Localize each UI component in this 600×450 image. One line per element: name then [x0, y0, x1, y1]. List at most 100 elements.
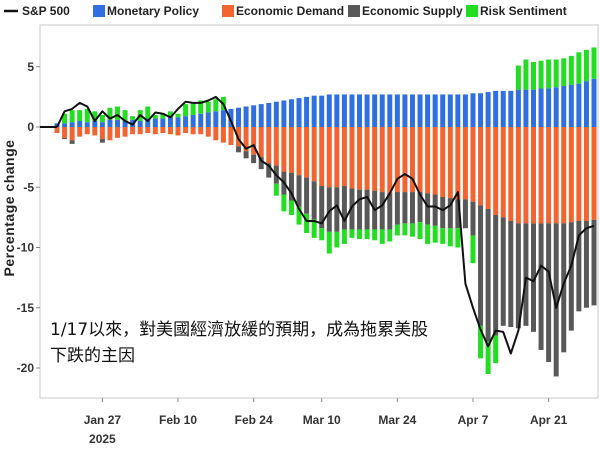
supply-bar: [334, 187, 340, 232]
demand-bar: [62, 127, 68, 138]
risk-bar: [379, 229, 385, 244]
monetary-bar: [546, 88, 552, 127]
supply-bar: [296, 175, 302, 207]
monetary-bar: [62, 123, 68, 127]
demand-bar: [326, 127, 332, 188]
risk-bar: [115, 106, 121, 120]
monetary-bar: [341, 94, 347, 127]
risk-bar: [334, 231, 340, 248]
supply-bar: [523, 223, 529, 326]
monetary-bar: [198, 113, 204, 127]
plot-frame: [39, 24, 599, 399]
supply-bar: [288, 172, 294, 201]
risk-bar: [183, 104, 189, 117]
monetary-bar: [243, 106, 249, 127]
legend-supply-label: Economic Supply: [362, 4, 463, 18]
demand-bar: [409, 127, 415, 193]
monetary-bar: [455, 94, 461, 127]
y-tick-label: -20: [17, 361, 35, 375]
supply-bar: [243, 151, 249, 159]
demand-bar: [115, 127, 121, 138]
supply-bar: [561, 223, 567, 353]
demand-bar: [205, 127, 211, 137]
demand-bar: [273, 127, 279, 166]
demand-bar: [372, 127, 378, 191]
risk-bar: [62, 113, 68, 124]
demand-bar: [402, 127, 408, 193]
demand-bar: [455, 127, 461, 200]
risk-bar: [152, 114, 158, 119]
monetary-bar: [470, 93, 476, 127]
risk-bar: [357, 229, 363, 240]
y-axis-label: Percentage change: [1, 140, 17, 277]
demand-bar: [538, 127, 544, 224]
demand-bar: [591, 127, 597, 220]
supply-bar: [409, 192, 415, 224]
demand-bar: [493, 127, 499, 215]
monetary-bar: [394, 94, 400, 127]
supply-bar: [493, 214, 499, 336]
demand-bar: [394, 127, 400, 193]
risk-bar: [478, 325, 484, 359]
monetary-bar: [379, 94, 385, 127]
demand-bar: [137, 127, 143, 135]
demand-bar: [349, 127, 355, 189]
risk-bar: [561, 58, 567, 87]
monetary-bar: [183, 116, 189, 127]
monetary-bar: [334, 94, 340, 127]
monetary-bar: [122, 120, 128, 127]
risk-bar: [69, 110, 75, 123]
demand-bar: [485, 127, 491, 209]
monetary-bar: [568, 84, 574, 127]
supply-bar: [546, 223, 552, 362]
risk-bar: [167, 111, 173, 118]
supply-bar: [379, 192, 385, 230]
monetary-bar: [387, 94, 393, 127]
supply-bar: [341, 186, 347, 230]
supply-bar: [349, 188, 355, 230]
demand-bar: [281, 127, 287, 172]
monetary-bar: [266, 102, 272, 127]
demand-bar: [311, 127, 317, 182]
monetary-bar: [311, 95, 317, 127]
demand-bar: [266, 127, 272, 164]
supply-bar: [387, 193, 393, 230]
risk-bar: [372, 229, 378, 241]
demand-bar: [364, 127, 370, 190]
y-tick-label: 0: [27, 120, 34, 134]
monetary-bar: [515, 89, 521, 127]
demand-bar: [190, 127, 196, 135]
monetary-bar: [478, 93, 484, 127]
demand-bar: [440, 127, 446, 197]
demand-bar: [387, 127, 393, 194]
risk-bar: [455, 228, 461, 248]
demand-bar: [447, 127, 453, 199]
supply-bar: [553, 223, 559, 377]
supply-bar: [417, 192, 423, 223]
demand-bar: [228, 127, 234, 146]
risk-bar: [440, 228, 446, 244]
demand-bar: [357, 127, 363, 190]
supply-bar: [538, 223, 544, 350]
risk-bar: [304, 213, 310, 234]
risk-bar: [107, 107, 113, 120]
demand-bar: [319, 127, 325, 187]
risk-bar: [349, 229, 355, 238]
demand-bar: [92, 127, 98, 136]
monetary-bar: [583, 81, 589, 127]
risk-bar: [523, 59, 529, 90]
risk-bar: [92, 111, 98, 121]
demand-bar: [99, 127, 105, 140]
risk-bar: [341, 229, 347, 244]
demand-bar: [546, 127, 552, 224]
demand-bar: [553, 127, 559, 224]
demand-bar: [77, 127, 83, 137]
risk-bar: [402, 223, 408, 236]
risk-bar: [296, 206, 302, 225]
risk-bar: [515, 65, 521, 90]
monetary-bar: [258, 104, 264, 127]
monetary-bar: [553, 87, 559, 127]
risk-bar: [553, 59, 559, 88]
demand-bar: [500, 127, 506, 218]
monetary-bar: [107, 119, 113, 127]
